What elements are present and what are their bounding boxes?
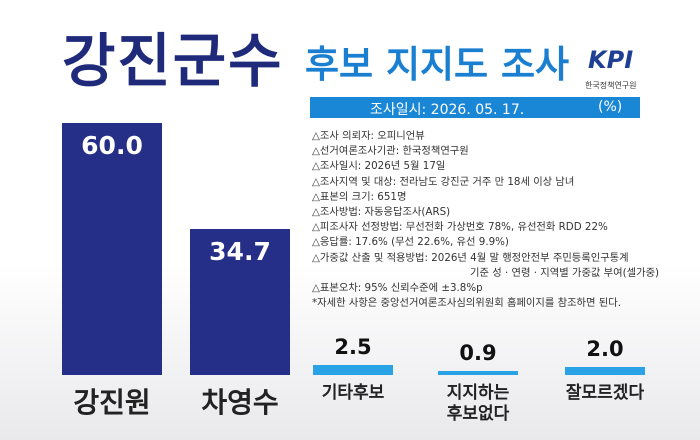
value-label: 34.7 — [209, 237, 271, 267]
value-label: 2.0 — [586, 336, 624, 361]
bar — [62, 123, 162, 375]
x-tick-label: 지지하는 후보없다 — [446, 383, 510, 424]
bar — [190, 229, 290, 375]
value-label: 0.9 — [459, 341, 497, 366]
bar — [565, 366, 645, 375]
note: △선거여론조사기관: 한국정책연구원 — [312, 145, 469, 158]
value-label: 60.0 — [81, 131, 143, 160]
x-tick-label: 잘모르겠다 — [565, 383, 645, 403]
note: △조사일시: 2026년 5월 17일 — [312, 160, 446, 173]
note: △응답률: 17.6% (무선 22.6%, 유선 9.9%) — [312, 236, 509, 249]
bar — [438, 371, 518, 375]
date-band — [310, 97, 640, 118]
value-label: 2.5 — [334, 334, 372, 359]
note: △조사방법: 자동응답조사(ARS) — [312, 206, 451, 218]
note: △조사지역 및 대상: 전라남도 강진군 거주 만 18세 이상 남녀 — [312, 175, 575, 188]
note: △가중값 산출 및 적용방법: 2026년 4월 말 행정안전부 주민등록인구통… — [312, 251, 629, 264]
note: △조사 의뢰자: 오피니언뷰 — [312, 130, 425, 142]
note: △표본의 크기: 651명 — [312, 190, 407, 203]
note: △표본오차: 95% 신뢰수준에 ±3.8%p — [312, 282, 483, 294]
note: △피조사자 선정방법: 무선전화 가상번호 78%, 유선전화 RDD 22% — [312, 221, 608, 234]
note: *자세한 사항은 중앙선거여론조사심의위원회 홈페이지를 참조하면 된다. — [312, 297, 621, 310]
org-logo: KPI — [588, 46, 634, 74]
chart-subtitle: 후보 지지도 조사 — [305, 43, 570, 86]
chart-title: 강진군수 — [62, 27, 284, 95]
bar — [313, 364, 393, 375]
x-tick-label: 강진원 — [73, 386, 151, 419]
x-tick-label: 차영수 — [201, 386, 279, 419]
org-name: 한국정책연구원 — [585, 81, 637, 90]
note: 기준 성 · 연령 · 지역별 가중값 부여(셀가중) — [470, 266, 660, 279]
unit-label: (%) — [598, 99, 623, 115]
survey-date: 조사일시: 2026. 05. 17. — [370, 102, 525, 118]
x-tick-label: 기타후보 — [321, 383, 385, 403]
